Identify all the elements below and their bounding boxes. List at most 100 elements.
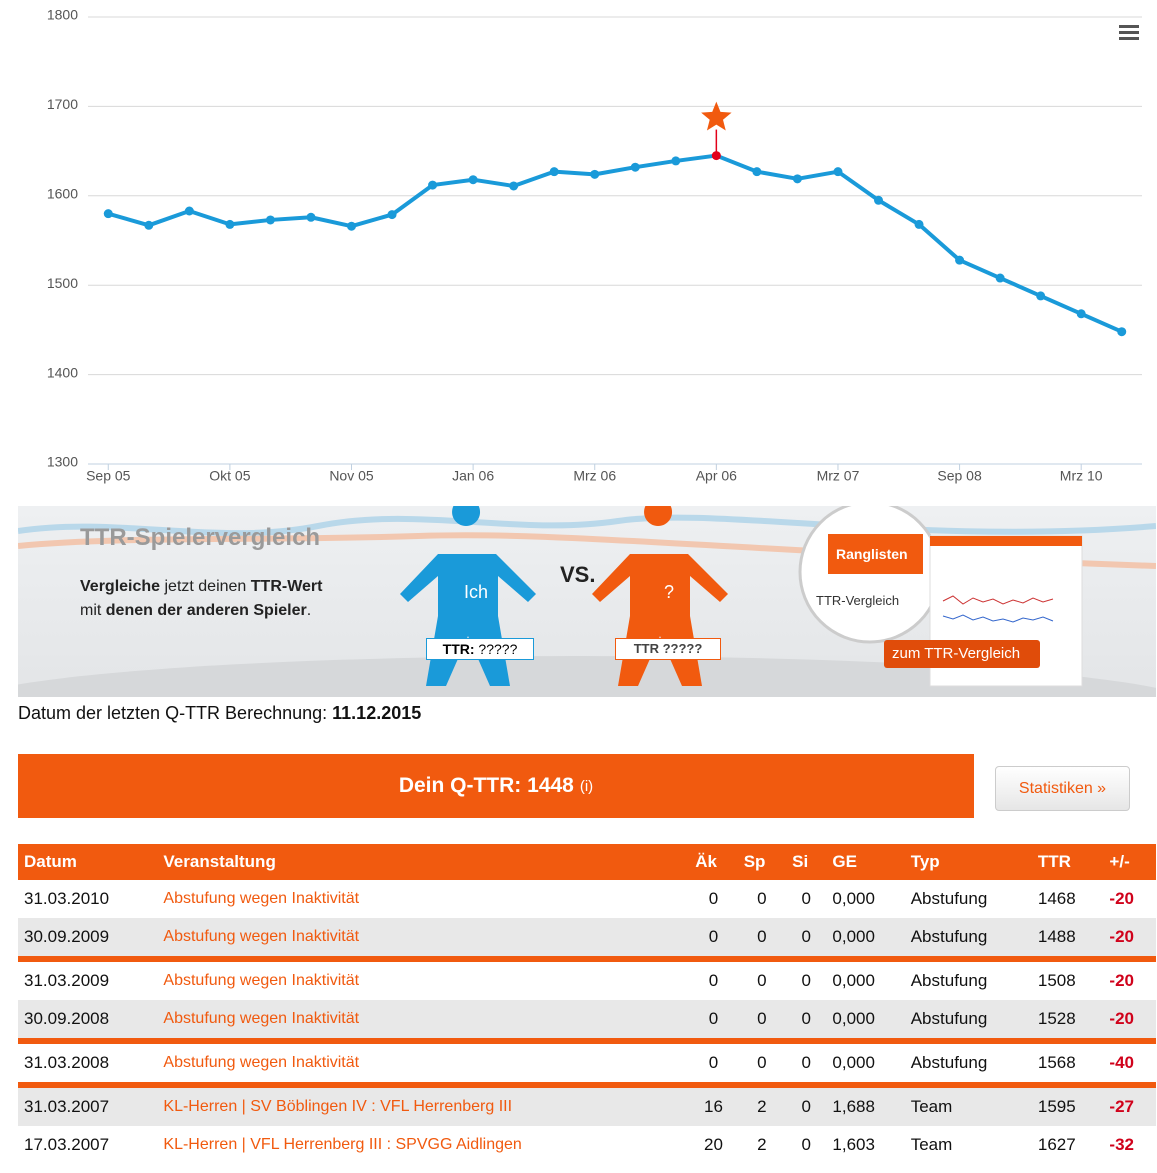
table-cell: 1528 — [1031, 1000, 1104, 1038]
event-link[interactable]: Abstufung wegen Inaktivität — [157, 1000, 690, 1038]
table-cell: 0 — [757, 971, 767, 990]
column-header: GE — [826, 844, 905, 880]
screenshot-line — [942, 614, 1054, 623]
data-point — [225, 219, 235, 229]
text-run: Vergleiche — [80, 578, 161, 595]
cta[interactable] — [884, 640, 1040, 668]
data-point — [914, 219, 924, 229]
data-point — [509, 181, 519, 191]
column-header: Si — [786, 844, 827, 880]
table-cell: 0,000 — [832, 971, 875, 990]
table-cell: 16 — [689, 1088, 738, 1126]
tab2-label: TTR-Vergleich — [816, 593, 900, 608]
table-cell: 0 — [801, 889, 811, 908]
y-tick-label: 1500 — [47, 275, 78, 291]
stats-button[interactable]: Statistiken » — [995, 766, 1130, 811]
table-cell: Team — [904, 1088, 1032, 1126]
event-link[interactable]: Abstufung wegen Inaktivität — [163, 890, 360, 907]
data-point — [874, 195, 883, 205]
table-cell: 0 — [801, 1053, 811, 1072]
vs-label: VS. — [560, 562, 596, 587]
table-cell: 0 — [786, 1088, 827, 1126]
separator-cell — [18, 1082, 1156, 1088]
data-point — [428, 180, 438, 190]
x-tick-label: Apr 06 — [696, 468, 737, 484]
table-cell: 1,603 — [832, 1135, 875, 1154]
text-run: ????? — [474, 641, 518, 657]
y-tick-label: 1400 — [47, 364, 78, 380]
ttr-banner[interactable]: TTR-Spielervergleich Vergleiche jetzt de… — [18, 506, 1156, 697]
table-cell: 0 — [757, 889, 767, 908]
text-run: TTR-Wert — [250, 578, 323, 595]
event-link[interactable]: Abstufung wegen Inaktivität — [163, 1054, 360, 1071]
text-run: mit — [80, 602, 106, 619]
data-point — [265, 215, 275, 225]
separator-cell — [18, 1038, 1156, 1044]
table-cell: 20 — [704, 1135, 723, 1154]
text-run: denen der anderen Spieler — [105, 602, 307, 619]
column-header: Datum — [18, 844, 158, 880]
table-row: 31.03.2009 Abstufung wegen Inaktivität 0 0 0… — [18, 962, 1156, 1000]
table-cell: Abstufung — [904, 918, 1032, 956]
date-label: Datum der letzten Q-TTR Berechnung: — [18, 703, 328, 723]
chart: 1300 1400 1500 1600 1700 1800 Sep 05 Okt 05 Nov … — [47, 7, 1142, 484]
event-link[interactable]: KL-Herren | SV Böblingen IV : VFL Herren… — [157, 1088, 690, 1126]
text-run: jetzt deinen — [160, 578, 251, 595]
data-point — [549, 167, 559, 177]
info-link[interactable]: (i) — [579, 777, 594, 795]
table-row: 31.03.2010 Abstufung wegen Inaktivität 0 0 0… — [18, 880, 1156, 918]
x-tick-label: Mrz 06 — [573, 468, 616, 484]
data-point — [752, 167, 762, 177]
table-cell: 1508 — [1037, 971, 1076, 990]
table-cell: 0 — [801, 1135, 811, 1154]
table-cell: 0,000 — [826, 918, 905, 956]
data-point — [630, 162, 640, 172]
y-tick-label: 1600 — [47, 186, 78, 202]
table-cell: 0 — [689, 1000, 738, 1038]
table-cell: 0 — [786, 918, 827, 956]
table-cell: 0 — [757, 1053, 767, 1072]
table-cell: Abstufung — [904, 1000, 1032, 1038]
y-tick-label: 1800 — [47, 7, 78, 23]
event-link[interactable]: Abstufung wegen Inaktivität — [163, 972, 360, 989]
data-point — [833, 167, 843, 177]
cta-label[interactable]: zum TTR-Vergleich — [892, 645, 1021, 662]
group-separator — [18, 1038, 1156, 1044]
me-label: Ich — [464, 582, 489, 602]
banner-title: TTR-Spielervergleich — [80, 524, 321, 551]
table-cell: 30.09.2008 — [18, 1000, 158, 1038]
table-cell: 2 — [757, 1135, 767, 1154]
y-tick-label: 1700 — [47, 96, 78, 112]
menu-icon[interactable] — [1119, 25, 1139, 40]
group-separator — [18, 1082, 1156, 1088]
event-link[interactable]: KL-Herren | VFL Herrenberg III : SPVGG A… — [163, 1136, 522, 1153]
table-cell: 0 — [737, 1000, 787, 1038]
data-point — [1036, 291, 1046, 301]
table-cell: -40 — [1109, 1053, 1134, 1072]
x-tick-label: Mrz 10 — [1060, 468, 1103, 484]
table-cell: Abstufung — [910, 971, 988, 990]
table-cell: 0 — [801, 971, 811, 990]
column-header: +/- — [1103, 844, 1156, 880]
history-table: Datum Veranstaltung Äk Sp Si GE Typ TTR +/- 31.03… — [18, 844, 1156, 1164]
other-label: ? — [664, 582, 675, 602]
table-cell: 0 — [708, 971, 719, 990]
series-line — [107, 153, 1123, 334]
table-cell: -20 — [1109, 889, 1134, 908]
column-header: Typ — [904, 844, 1032, 880]
data-point — [468, 175, 478, 185]
data-point — [671, 156, 681, 166]
data-point — [792, 174, 802, 184]
table-cell: -27 — [1103, 1088, 1156, 1126]
qttr-value: 1448 — [527, 774, 574, 797]
table-row: 30.09.2009 Abstufung wegen Inaktivität 0 0 0… — [18, 918, 1156, 956]
table-cell: 1,688 — [826, 1088, 905, 1126]
event-link[interactable]: Abstufung wegen Inaktivität — [157, 918, 690, 956]
table-cell: 0 — [689, 918, 738, 956]
qttr-label: Dein Q-TTR: — [398, 774, 522, 797]
table-cell: 1568 — [1037, 1053, 1076, 1072]
x-tick-label: Sep 05 — [86, 468, 131, 484]
qttr-bar: Dein Q-TTR: 1448 (i) — [18, 754, 974, 818]
data-point — [1117, 327, 1127, 337]
